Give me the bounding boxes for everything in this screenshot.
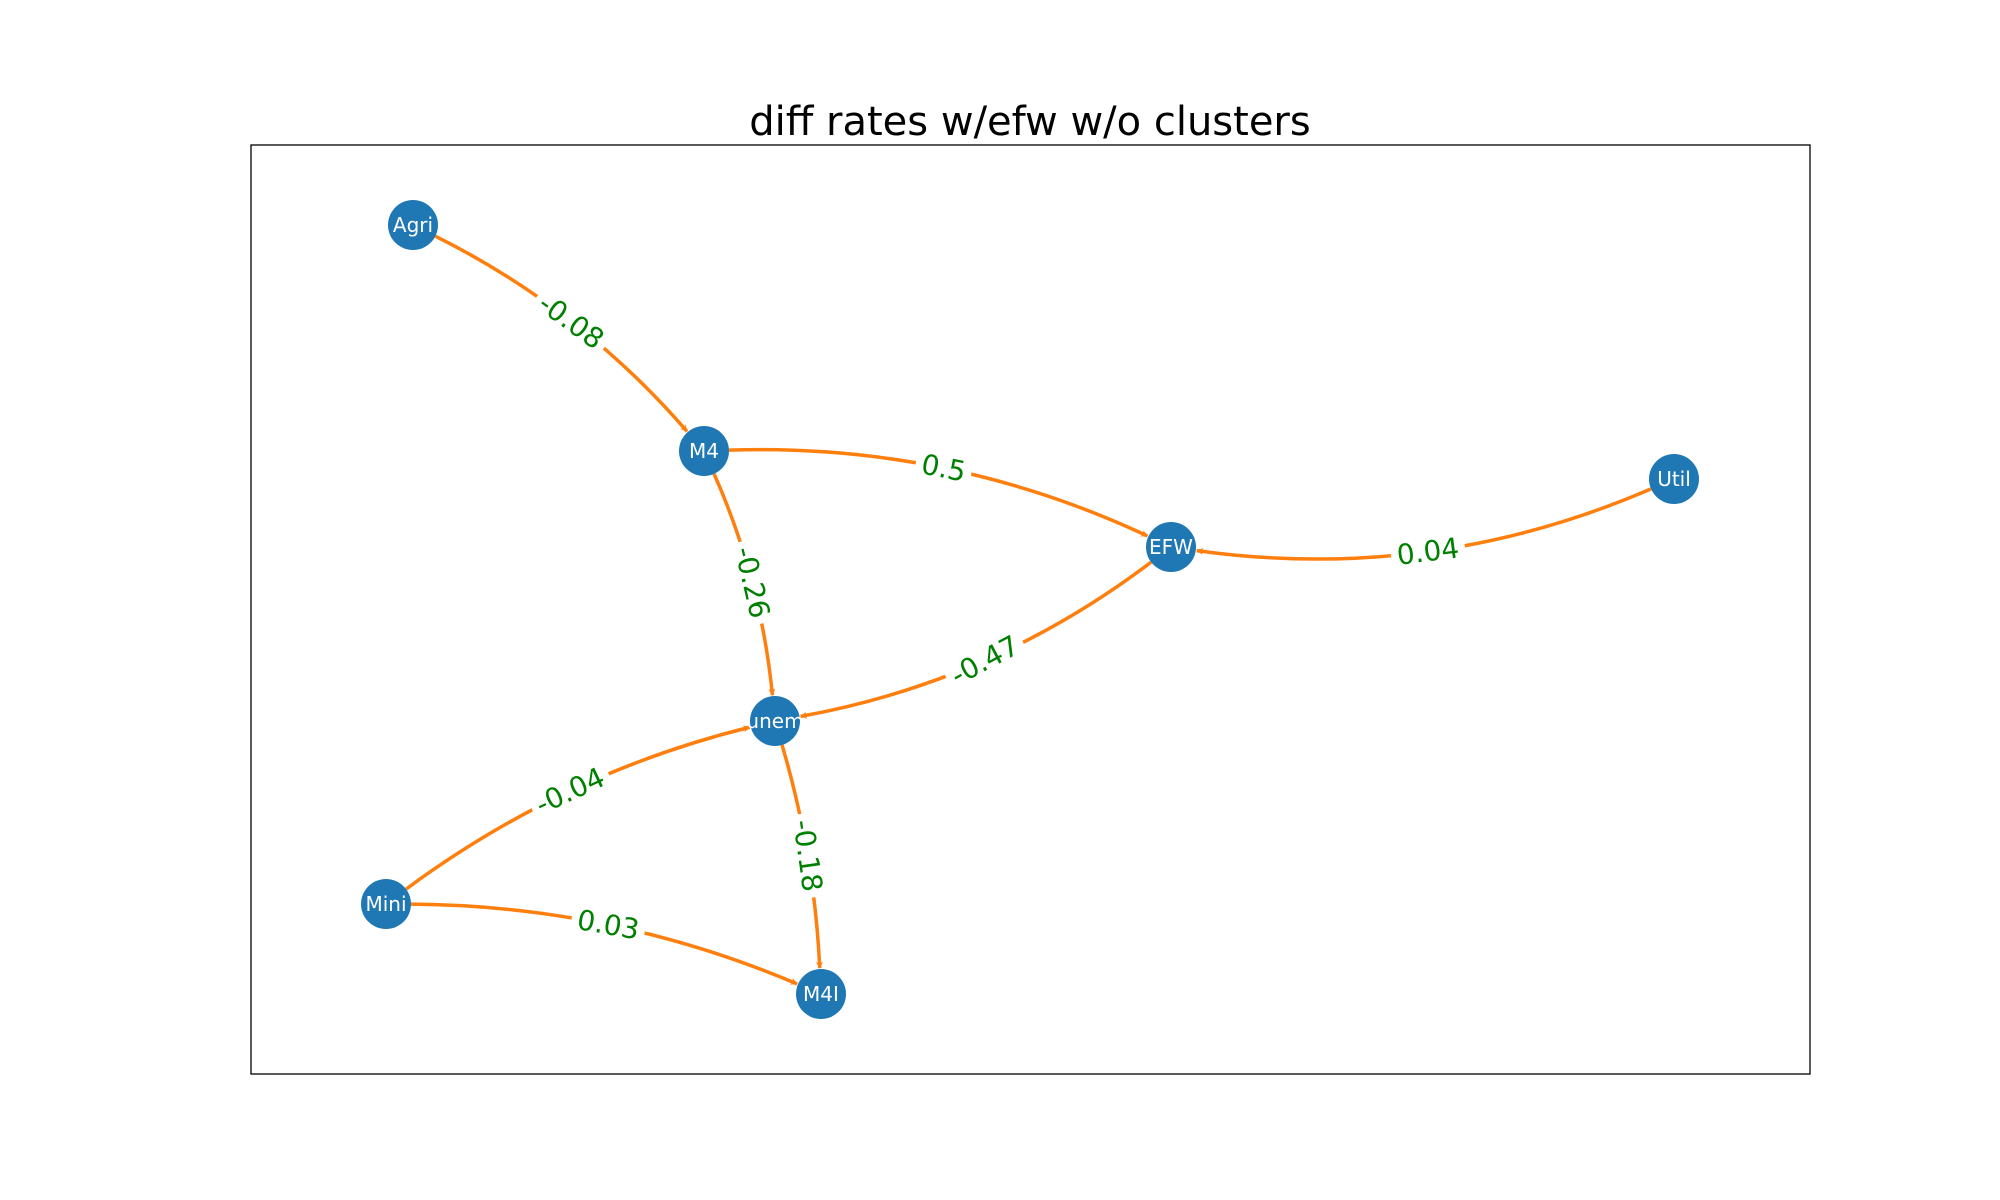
- edge-label-group-mini-m4i: 0.03: [568, 900, 649, 950]
- node-unem: unem: [746, 696, 804, 746]
- node-circle: [750, 696, 800, 746]
- edge-label-background: [1388, 528, 1468, 575]
- node-circle: [1649, 454, 1699, 504]
- node-mini: Mini: [361, 879, 411, 929]
- diagram-title: diff rates w/efw w/o clusters: [749, 99, 1310, 145]
- edge-label-group-agri-m4: -0.08: [526, 281, 617, 362]
- edge-label-background: [523, 756, 617, 826]
- edge-label-background: [568, 900, 649, 950]
- edge-label-util-efw: 0.04: [1395, 531, 1461, 571]
- edge-efw-unem: [799, 560, 1153, 719]
- edge-label-background: [724, 537, 780, 628]
- node-agri: Agri: [388, 200, 438, 250]
- node-circle: [388, 200, 438, 250]
- edge-label-unem-m4i: -0.18: [786, 817, 829, 893]
- edge-mini-unem: [405, 725, 751, 891]
- edge-label-group-mini-unem: -0.04: [523, 756, 617, 826]
- node-label: Mini: [365, 892, 406, 916]
- node-label: unem: [746, 709, 803, 733]
- nodes-layer: Agri M4 EFW Util unem Mini M4I: [361, 200, 1699, 1019]
- node-efw: EFW: [1146, 522, 1196, 572]
- edge-label-mini-unem: -0.04: [530, 761, 610, 822]
- plot-frame: [250, 144, 1811, 1075]
- edge-label-mini-m4i: 0.03: [575, 903, 642, 946]
- edge-label-background: [783, 811, 832, 901]
- node-m4: M4: [679, 426, 729, 476]
- node-label: M4I: [803, 982, 839, 1006]
- edge-label-efw-unem: -0.47: [945, 629, 1024, 692]
- node-label: EFW: [1149, 535, 1193, 559]
- node-circle: [361, 879, 411, 929]
- node-label: Agri: [393, 213, 433, 237]
- edge-label-background: [526, 281, 617, 362]
- edge-label-group-efw-unem: -0.47: [938, 624, 1031, 697]
- edge-label-background: [912, 444, 975, 492]
- edge-label-group-m4-efw: 0.5: [912, 444, 975, 492]
- node-circle: [679, 426, 729, 476]
- edge-label-group-util-efw: 0.04: [1388, 528, 1468, 575]
- edge-label-background: [938, 624, 1031, 697]
- node-circle: [1146, 522, 1196, 572]
- node-util: Util: [1649, 454, 1699, 504]
- node-m4i: M4I: [796, 969, 846, 1019]
- edge-label-group-m4-unem: -0.26: [724, 537, 780, 628]
- edge-labels-layer: -0.08 0.5 0.04 -0.26 -0.47 -0.04 -0.18 0.03: [523, 281, 1468, 950]
- node-label: M4: [689, 439, 719, 463]
- node-circle: [796, 969, 846, 1019]
- edge-label-group-unem-m4i: -0.18: [783, 811, 832, 901]
- node-label: Util: [1657, 467, 1691, 491]
